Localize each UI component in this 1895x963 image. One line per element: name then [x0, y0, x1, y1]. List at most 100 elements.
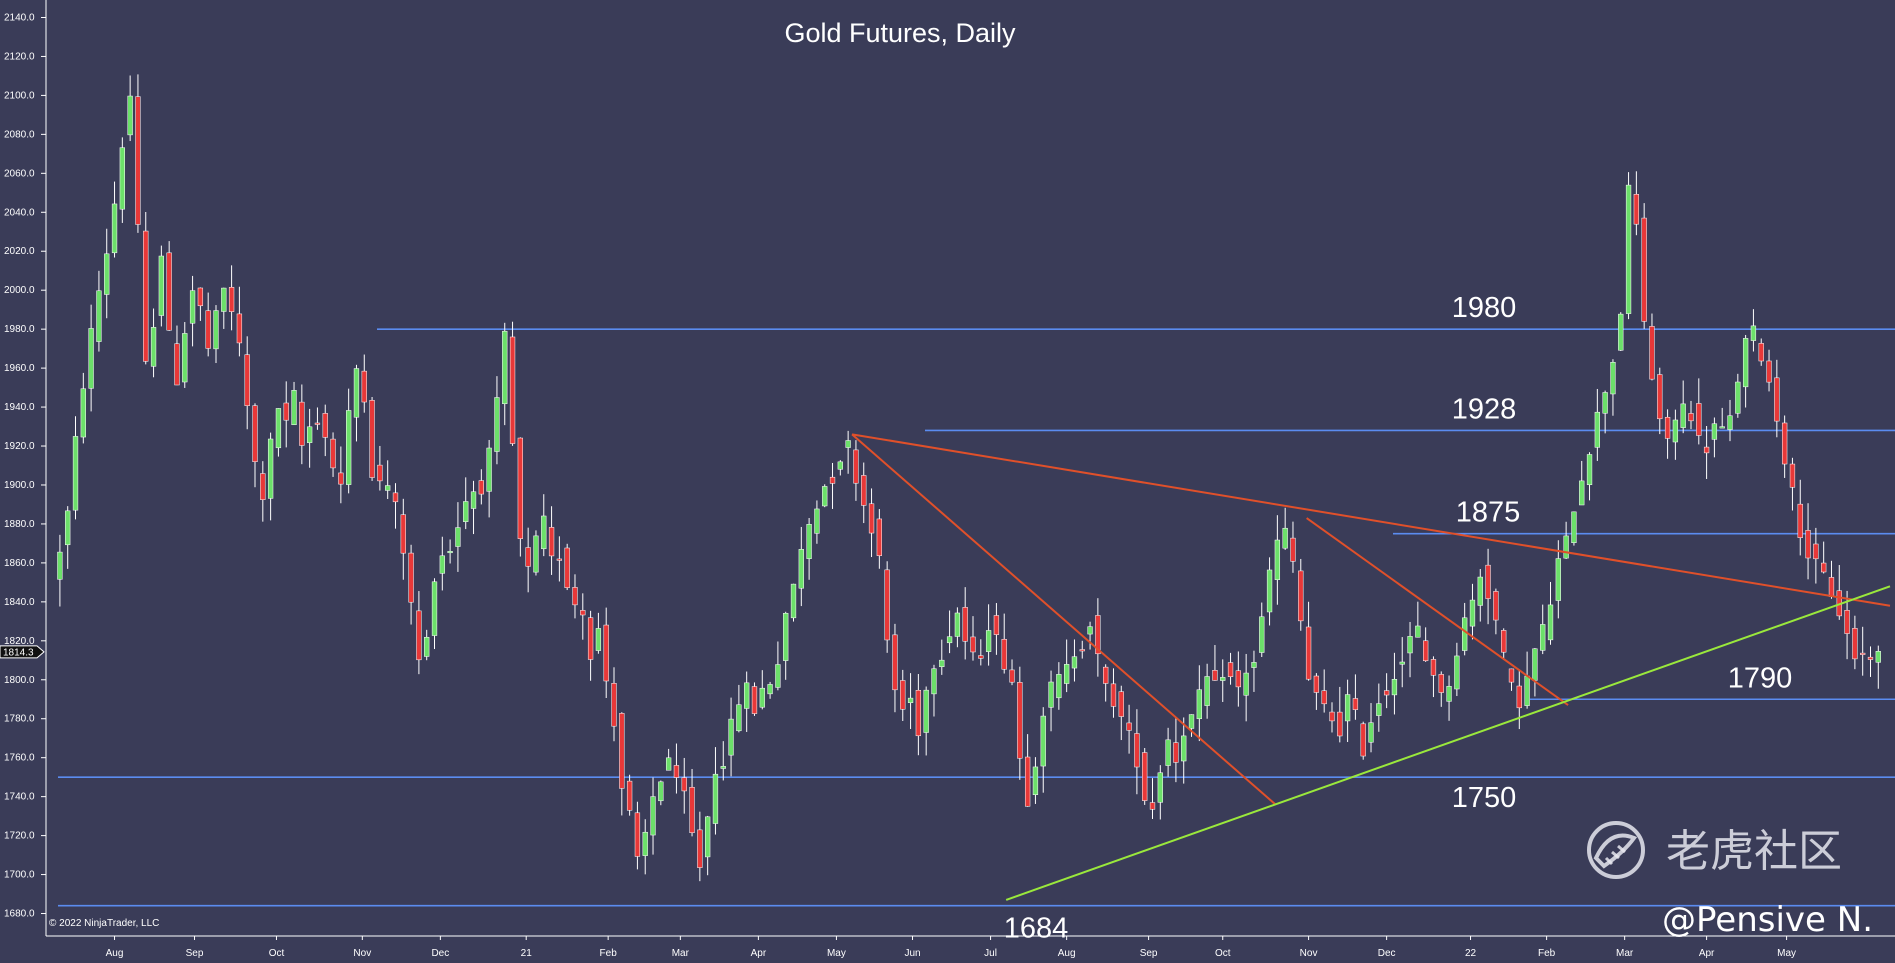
candle-down [517, 437, 524, 539]
candle-up [1181, 735, 1187, 762]
candle-up [939, 659, 945, 668]
y-tick-label: 1840.0 [4, 597, 35, 608]
candle-down [143, 230, 149, 362]
watermark-brand: 老虎社区 [1666, 826, 1842, 877]
level-label-1980: 1980 [1452, 292, 1517, 324]
candle-up [1532, 648, 1538, 681]
candle-down [1508, 668, 1515, 683]
candle-down [1110, 683, 1117, 707]
candle-down [1149, 802, 1156, 810]
candle-up [57, 551, 63, 580]
candle-down [970, 636, 976, 653]
candle-up [1165, 739, 1171, 766]
candle-down [1774, 377, 1780, 422]
candle-up [1266, 569, 1273, 613]
candle-down [603, 624, 609, 682]
candle-down [548, 527, 555, 557]
x-tick-label: Jun [904, 948, 920, 959]
trendline-1 [851, 433, 1277, 806]
candle-down [1001, 638, 1007, 670]
candle-up [1415, 625, 1421, 638]
candle-down [1305, 626, 1312, 680]
candle-down [634, 812, 641, 857]
candle-up [814, 508, 820, 534]
candle-up [798, 549, 804, 589]
candle-up [1610, 361, 1616, 395]
candle-up [1462, 617, 1468, 651]
candle-down [314, 422, 321, 425]
candle-down [564, 547, 570, 588]
candle-down [416, 610, 422, 661]
candle-down [1352, 698, 1359, 710]
candle-down [509, 336, 516, 444]
candle-down [1649, 326, 1655, 380]
trendline-3 [1005, 585, 1891, 901]
candle-down [1766, 360, 1772, 383]
y-tick-label: 1800.0 [4, 675, 35, 686]
candle-up [150, 327, 157, 367]
y-tick-label: 2040.0 [4, 207, 35, 218]
y-tick-label: 2060.0 [4, 168, 35, 179]
candle-up [1056, 674, 1062, 699]
candle-up [759, 687, 765, 708]
candle-up [291, 390, 297, 426]
candle-up [1719, 426, 1725, 429]
candle-down [1024, 756, 1031, 807]
y-tick-label: 1780.0 [4, 714, 35, 725]
candle-down [1828, 577, 1835, 597]
candle-up [439, 555, 445, 574]
x-tick-label: Sep [186, 948, 204, 959]
candle-down [1703, 446, 1710, 454]
candle-down [252, 405, 258, 462]
candle-down [619, 713, 625, 789]
chart-title: Gold Futures, Daily [784, 18, 1016, 48]
candle-up [1586, 454, 1593, 485]
candle-up [1368, 722, 1374, 743]
candle-down [1212, 669, 1218, 681]
candle-down [260, 473, 266, 500]
candle-down [1696, 403, 1702, 436]
candle-up [494, 397, 500, 452]
candle-up [1469, 599, 1476, 627]
candle-down [525, 547, 531, 567]
y-tick-label: 1960.0 [4, 363, 35, 374]
candle-up [954, 612, 961, 637]
x-tick-label: Nov [1300, 948, 1318, 959]
y-tick-label: 1860.0 [4, 558, 35, 569]
watermark: 老虎社区 @Pensive N. [1587, 821, 1873, 940]
y-tick-label: 2000.0 [4, 285, 35, 296]
candle-up [650, 796, 656, 836]
watermark-author: @Pensive N. [1662, 900, 1873, 940]
candle-up [845, 440, 851, 448]
candle-down [392, 492, 399, 503]
candle-up [767, 684, 773, 695]
candle-down [1633, 194, 1640, 225]
candle-up [1087, 626, 1093, 635]
candle-down [1103, 666, 1109, 684]
candle-down [369, 400, 375, 478]
candle-up [533, 535, 539, 573]
candle-down [572, 587, 578, 606]
candle-down [1860, 652, 1866, 655]
candle-down [900, 680, 906, 710]
candle-up [1157, 772, 1163, 803]
candle-up [455, 527, 461, 547]
candle-up [946, 636, 953, 644]
candle-up [822, 486, 828, 507]
candle-down [1430, 659, 1437, 676]
candle-up [705, 816, 711, 858]
y-tick-label: 1920.0 [4, 441, 35, 452]
candle-down [1493, 591, 1499, 621]
candle-up [306, 426, 313, 443]
candle-down [283, 402, 289, 421]
candle-down [1142, 752, 1148, 801]
candle-up [1571, 511, 1577, 543]
candle-up [111, 203, 118, 254]
candle-down [689, 786, 695, 833]
candle-up [1555, 558, 1561, 601]
candle-down [1095, 615, 1101, 655]
x-tick-label: May [827, 948, 846, 959]
candle-up [1602, 392, 1608, 414]
candle-up [431, 581, 438, 636]
trendline-2 [1306, 517, 1569, 706]
